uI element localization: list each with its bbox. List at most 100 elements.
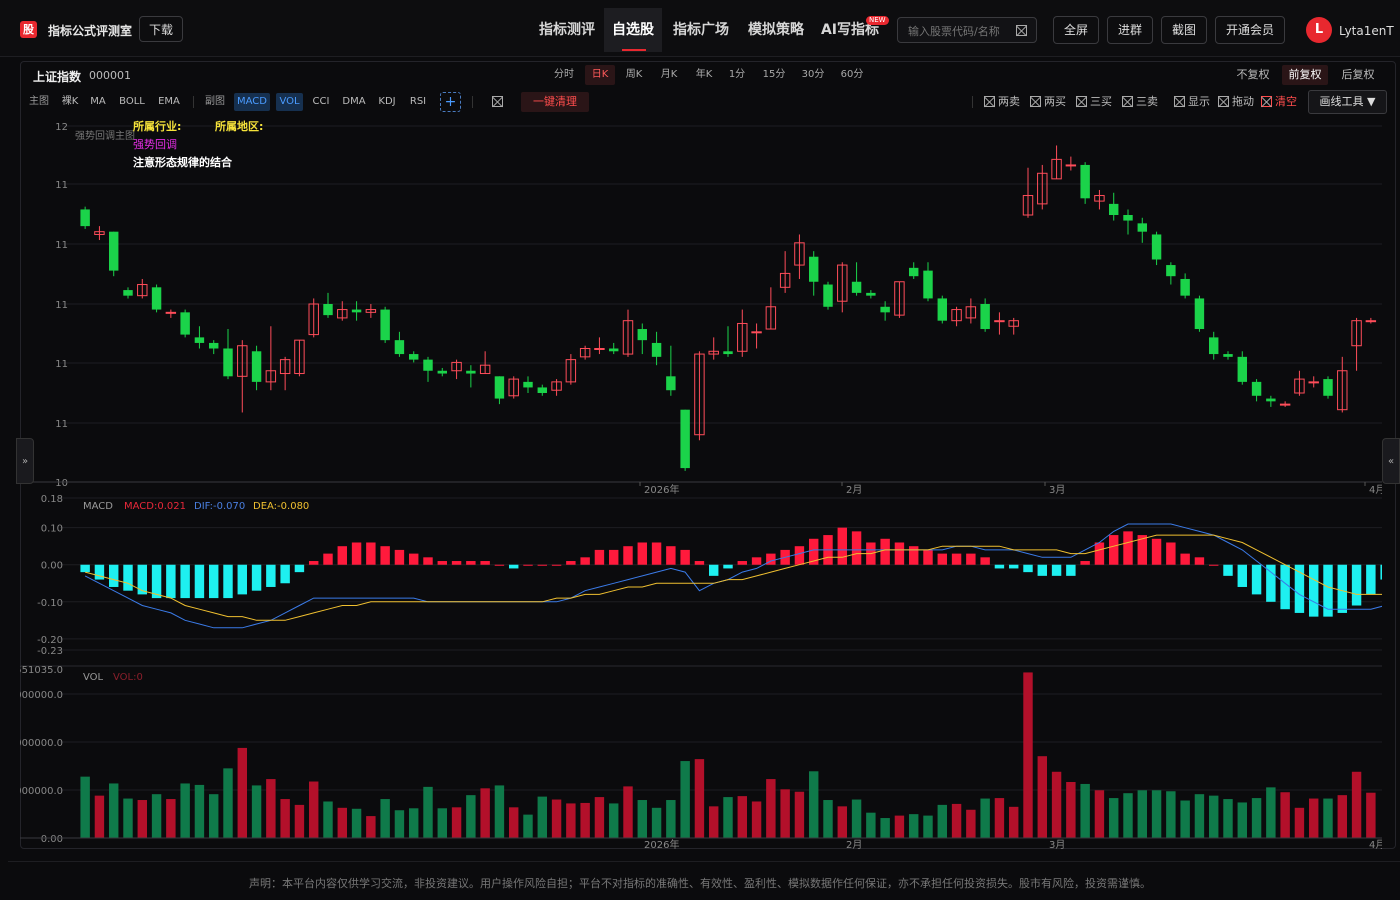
vol-bar — [109, 783, 119, 838]
checkbox-icon[interactable] — [1261, 96, 1272, 107]
tool-drag[interactable]: 拖动 — [1218, 93, 1254, 111]
macd-bar — [323, 553, 333, 565]
stock-search-input[interactable] — [906, 18, 1010, 44]
macd-bar — [809, 538, 819, 565]
macd-title: MACD — [83, 501, 113, 512]
period-intraday[interactable]: 分时 — [554, 69, 574, 80]
ind-rsi[interactable]: RSI — [409, 96, 427, 107]
vol-bar — [1109, 798, 1119, 838]
tool-three-buy[interactable]: 三买 — [1076, 93, 1112, 111]
join-group-button[interactable]: 进群 — [1107, 16, 1153, 44]
macd-bar — [1209, 564, 1219, 566]
ind-cci[interactable]: CCI — [312, 96, 330, 107]
ind-macd[interactable]: MACD — [234, 93, 270, 111]
ind-boll[interactable]: BOLL — [119, 96, 145, 107]
macd-bar — [523, 564, 533, 566]
macd-bar — [894, 542, 905, 565]
vol-bar — [80, 776, 90, 838]
fq-none[interactable]: 不复权 — [1236, 68, 1270, 81]
tool-two-buy[interactable]: 两买 — [1030, 93, 1066, 111]
nav-item-watchlist[interactable]: 自选股 — [612, 22, 654, 38]
nav-item-sim-strategy[interactable]: 模拟策略 — [748, 22, 804, 38]
expand-left-icon[interactable]: » — [16, 438, 34, 484]
vol-bar — [1094, 790, 1105, 838]
note-text: 注意形态规律的结合 — [133, 156, 232, 169]
tool-show[interactable]: 显示 — [1174, 93, 1210, 111]
checkbox-icon[interactable] — [1122, 96, 1133, 107]
vol-bar — [223, 768, 233, 838]
vol-bar — [780, 789, 790, 838]
checkbox-icon[interactable] — [1174, 96, 1185, 107]
username[interactable]: Lyta1enT — [1339, 24, 1394, 38]
checkbox-icon[interactable] — [984, 96, 995, 107]
fq-forward[interactable]: 前复权 — [1282, 65, 1328, 85]
macd-tick-label: 0.00 — [41, 561, 63, 572]
macd-bar — [1280, 564, 1290, 610]
candle-body — [294, 339, 305, 375]
tool-three-sell[interactable]: 三卖 — [1122, 93, 1158, 111]
period-1min[interactable]: 1分 — [728, 69, 746, 80]
search-clear-icon[interactable] — [1016, 25, 1027, 36]
candle-body — [194, 337, 205, 343]
vol-bar — [1209, 795, 1219, 838]
ind-ema[interactable]: EMA — [158, 96, 180, 107]
stock-code: 000001 — [89, 69, 131, 82]
vol-bar — [551, 799, 562, 838]
macd-bar — [1109, 535, 1119, 565]
period-60min[interactable]: 60分 — [840, 69, 864, 80]
macd-bar — [1337, 564, 1347, 613]
macd-tick-label: 0.10 — [41, 524, 63, 535]
period-yearly[interactable]: 年K — [695, 69, 713, 80]
add-indicator-button[interactable]: + — [440, 92, 461, 112]
macd-bar — [423, 557, 433, 565]
avatar[interactable]: L — [1306, 17, 1332, 43]
vol-bar — [851, 799, 862, 838]
vip-button[interactable]: 开通会员 — [1215, 16, 1285, 44]
stock-chart[interactable]: 12 11 11 11 11 11 10 2026年 2月 3月 4月 0.18 0.10 0.00 -0.… — [20, 118, 1382, 850]
tool-clear[interactable]: 清空 — [1261, 93, 1297, 111]
toggle-checkbox-icon[interactable] — [492, 96, 503, 107]
ind-kdj[interactable]: KDJ — [378, 96, 396, 107]
checkbox-icon[interactable] — [1076, 96, 1087, 107]
macd-bar — [509, 564, 519, 569]
candle-body — [1109, 203, 1119, 215]
macd-bar — [923, 549, 933, 565]
vol-bar — [737, 796, 747, 838]
nav-item-indicator-review[interactable]: 指标测评 — [539, 22, 595, 38]
macd-bar — [1237, 564, 1247, 587]
candle-body — [551, 381, 562, 391]
candle-body — [1065, 164, 1077, 167]
fullscreen-button[interactable]: 全屏 — [1053, 16, 1099, 44]
period-monthly[interactable]: 月K — [660, 69, 678, 80]
screenshot-button[interactable]: 截图 — [1161, 16, 1207, 44]
period-15min[interactable]: 15分 — [762, 69, 786, 80]
expand-right-icon[interactable]: « — [1382, 438, 1400, 484]
period-daily[interactable]: 日K — [585, 65, 615, 85]
checkbox-icon[interactable] — [1218, 96, 1229, 107]
fq-backward[interactable]: 后复权 — [1341, 68, 1375, 81]
vol-bar — [1337, 795, 1347, 838]
clear-all-button[interactable]: 一键清理 — [521, 92, 589, 112]
checkbox-icon[interactable] — [1030, 96, 1041, 107]
tool-two-sell[interactable]: 两卖 — [984, 93, 1020, 111]
download-button[interactable]: 下载 — [139, 16, 183, 42]
stock-search[interactable] — [897, 17, 1037, 44]
time-tick-label: 2026年 — [644, 838, 679, 850]
candle-body — [851, 281, 862, 293]
macd-bar — [1094, 542, 1105, 565]
ind-dma[interactable]: DMA — [342, 96, 366, 107]
nav-item-ai-write[interactable]: AI写指标 — [820, 22, 880, 38]
ind-naked-k[interactable]: 裸K — [61, 96, 79, 107]
vol-bar — [237, 747, 247, 838]
ind-ma[interactable]: MA — [90, 96, 106, 107]
period-30min[interactable]: 30分 — [801, 69, 825, 80]
nav-item-indicator-square[interactable]: 指标广场 — [673, 22, 729, 38]
vol-bar — [1080, 783, 1090, 838]
period-weekly[interactable]: 周K — [625, 69, 643, 80]
vol-bar — [637, 800, 647, 838]
candle-body — [1180, 278, 1190, 296]
draw-tool-dropdown[interactable]: 画线工具 ▼ — [1308, 90, 1387, 114]
candle-body — [579, 348, 591, 358]
ind-vol[interactable]: VOL — [276, 93, 303, 111]
disclaimer: 声明：本平台内容仅供学习交流，非投资建议。用户操作风险自担；平台不对指标的准确性… — [249, 877, 1151, 890]
